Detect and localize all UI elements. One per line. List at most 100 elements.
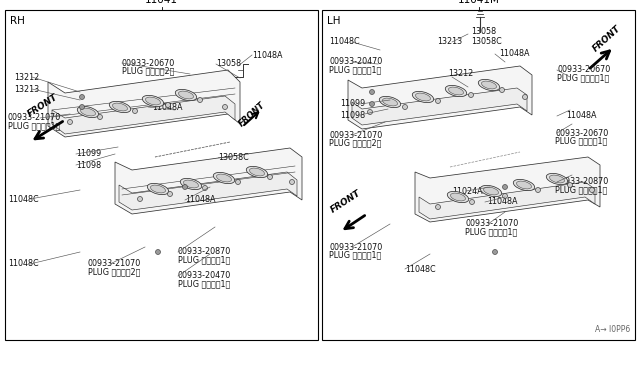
Text: PLUG プラグ（1）: PLUG プラグ（1） <box>329 250 381 260</box>
Text: 13058C: 13058C <box>471 38 502 46</box>
Text: PLUG プラグ（2）: PLUG プラグ（2） <box>122 67 174 76</box>
Polygon shape <box>415 157 600 222</box>
Ellipse shape <box>184 180 198 188</box>
Ellipse shape <box>547 173 568 185</box>
Circle shape <box>522 94 527 99</box>
Text: PLUG プラグ（1）: PLUG プラグ（1） <box>8 122 60 131</box>
Text: 00933-20870: 00933-20870 <box>178 247 231 257</box>
Polygon shape <box>419 182 595 219</box>
Ellipse shape <box>81 108 95 116</box>
Circle shape <box>470 199 474 205</box>
Text: 13058C: 13058C <box>218 153 249 161</box>
Ellipse shape <box>145 97 161 105</box>
Circle shape <box>198 97 202 103</box>
Text: 11099: 11099 <box>340 99 365 109</box>
Polygon shape <box>352 88 527 125</box>
Text: 00933-20470: 00933-20470 <box>329 58 382 67</box>
Text: 11048A: 11048A <box>566 112 596 121</box>
Ellipse shape <box>481 81 497 89</box>
Ellipse shape <box>77 106 99 118</box>
Ellipse shape <box>150 185 166 193</box>
Ellipse shape <box>449 87 463 95</box>
Text: PLUG プラグ（1）: PLUG プラグ（1） <box>555 186 607 195</box>
Circle shape <box>168 192 173 196</box>
Text: 13058: 13058 <box>471 28 496 36</box>
Circle shape <box>468 93 474 97</box>
Polygon shape <box>348 66 532 129</box>
Polygon shape <box>119 172 297 210</box>
Circle shape <box>156 250 161 254</box>
Text: 00933-20870: 00933-20870 <box>555 177 608 186</box>
Text: PLUG プラグ（1）: PLUG プラグ（1） <box>178 279 230 289</box>
Text: 00933-20470: 00933-20470 <box>178 272 231 280</box>
Text: 11048A: 11048A <box>185 196 216 205</box>
Ellipse shape <box>250 168 264 176</box>
Ellipse shape <box>246 166 268 177</box>
Text: 00933-21070: 00933-21070 <box>329 131 382 140</box>
Text: 11048C: 11048C <box>8 260 38 269</box>
Ellipse shape <box>451 193 465 201</box>
Text: PLUG プラグ（1）: PLUG プラグ（1） <box>557 74 609 83</box>
Ellipse shape <box>175 89 196 100</box>
Text: FRONT: FRONT <box>591 23 623 53</box>
Text: PLUG プラグ（1）: PLUG プラグ（1） <box>465 228 517 237</box>
Ellipse shape <box>513 179 534 190</box>
Circle shape <box>289 180 294 185</box>
Ellipse shape <box>478 79 500 91</box>
Circle shape <box>435 205 440 209</box>
Circle shape <box>403 105 408 109</box>
Circle shape <box>67 119 72 125</box>
Text: 13212: 13212 <box>448 70 473 78</box>
Ellipse shape <box>380 96 401 108</box>
Text: 00933-20670: 00933-20670 <box>555 128 608 138</box>
Circle shape <box>236 180 241 185</box>
Text: 11041M: 11041M <box>458 0 499 5</box>
Circle shape <box>79 105 84 109</box>
Ellipse shape <box>109 102 131 113</box>
Circle shape <box>369 102 374 106</box>
Circle shape <box>79 94 84 99</box>
Text: 11098: 11098 <box>76 160 101 170</box>
Text: 13058: 13058 <box>216 60 241 68</box>
Circle shape <box>367 109 372 115</box>
Ellipse shape <box>180 179 202 190</box>
Circle shape <box>499 87 504 93</box>
Text: PLUG プラグ（2）: PLUG プラグ（2） <box>88 267 140 276</box>
Circle shape <box>97 115 102 119</box>
Text: 11048C: 11048C <box>8 195 38 203</box>
Ellipse shape <box>480 185 502 197</box>
Ellipse shape <box>216 174 232 182</box>
Circle shape <box>202 186 207 190</box>
Text: LH: LH <box>327 16 340 26</box>
Circle shape <box>502 185 508 189</box>
Circle shape <box>223 105 227 109</box>
Ellipse shape <box>213 172 235 184</box>
Text: 11099: 11099 <box>76 150 101 158</box>
Ellipse shape <box>113 103 127 111</box>
Text: 00933-20670: 00933-20670 <box>557 65 611 74</box>
Circle shape <box>166 103 170 108</box>
Text: 11024A: 11024A <box>452 186 483 196</box>
Circle shape <box>182 185 188 189</box>
Polygon shape <box>52 96 235 134</box>
Circle shape <box>568 183 573 187</box>
Text: PLUG プラグ（2）: PLUG プラグ（2） <box>329 138 381 148</box>
Text: 11048C: 11048C <box>329 38 360 46</box>
Text: 11048C: 11048C <box>405 264 436 273</box>
Text: 13213: 13213 <box>437 38 462 46</box>
Ellipse shape <box>447 191 468 203</box>
Ellipse shape <box>445 86 467 97</box>
Text: 00933-20670: 00933-20670 <box>122 58 175 67</box>
Text: 11041: 11041 <box>145 0 178 5</box>
Text: 11048A: 11048A <box>152 103 182 112</box>
Ellipse shape <box>147 183 169 195</box>
Circle shape <box>536 187 541 192</box>
Text: PLUG プラグ（1）: PLUG プラグ（1） <box>555 137 607 145</box>
Text: 00933-21070: 00933-21070 <box>329 243 382 251</box>
Circle shape <box>502 193 508 199</box>
Circle shape <box>132 109 138 113</box>
Text: 11048A: 11048A <box>499 49 529 58</box>
Ellipse shape <box>142 95 164 107</box>
Text: 13213: 13213 <box>14 84 39 93</box>
Polygon shape <box>115 148 302 214</box>
